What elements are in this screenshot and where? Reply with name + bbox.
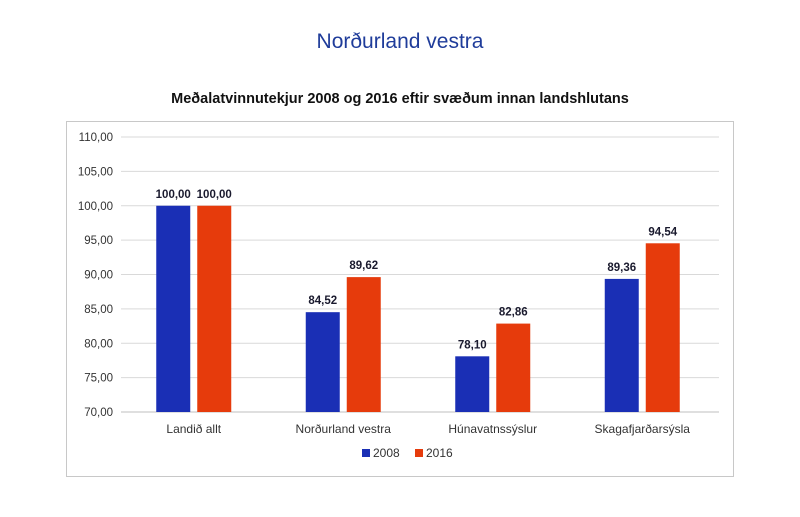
data-label: 94,54 <box>648 226 677 238</box>
legend-swatch-2016 <box>415 449 423 457</box>
y-tick-label: 75,00 <box>84 373 113 385</box>
legend-label: 2016 <box>426 446 453 460</box>
y-tick-label: 95,00 <box>84 235 113 247</box>
data-label: 84,52 <box>308 295 337 307</box>
data-label: 82,86 <box>499 307 528 319</box>
y-tick-label: 105,00 <box>78 166 113 178</box>
bar-2016-1 <box>197 205 232 412</box>
data-label: 89,36 <box>607 262 636 274</box>
x-tick-label: Skagafjarðarsýsla <box>595 422 691 436</box>
x-tick-label: Landið allt <box>166 422 221 436</box>
data-label: 78,10 <box>458 339 487 351</box>
bar-2008-1 <box>156 205 191 412</box>
data-label: 89,62 <box>349 260 378 272</box>
chart-frame <box>66 121 734 477</box>
x-axis: Landið allt Norðurland vestra Húnavatnssýs… <box>166 422 690 436</box>
bar-2016-4 <box>645 243 680 412</box>
x-tick-label: Norðurland vestra <box>296 422 392 436</box>
legend: 2008 2016 <box>362 446 453 460</box>
y-tick-label: 100,00 <box>78 201 113 213</box>
bars: 100,00 100,00 84,52 89,62 78,10 82,86 89,36 94,… <box>156 189 680 412</box>
x-tick-label: Húnavatnssýslur <box>448 422 537 436</box>
bar-2016-3 <box>496 323 531 412</box>
y-tick-label: 110,00 <box>79 132 113 144</box>
data-label: 100,00 <box>156 189 191 201</box>
data-label: 100,00 <box>197 189 232 201</box>
bar-2008-2 <box>305 312 340 412</box>
y-axis: 70,00 75,00 80,00 85,00 90,00 95,00 100,00 105,… <box>78 132 113 419</box>
bar-2008-3 <box>455 356 490 412</box>
y-tick-label: 85,00 <box>84 304 113 316</box>
chart-title: Meðalatvinnutekjur 2008 og 2016 eftir sv… <box>171 91 629 107</box>
bar-2008-4 <box>604 278 639 412</box>
bar-2016-2 <box>346 277 381 412</box>
y-tick-label: 90,00 <box>84 270 113 282</box>
y-tick-label: 80,00 <box>84 338 113 350</box>
legend-label: 2008 <box>373 446 400 460</box>
page-title: Norðurland vestra <box>316 30 484 53</box>
y-tick-label: 70,00 <box>84 407 113 419</box>
legend-swatch-2008 <box>362 449 370 457</box>
